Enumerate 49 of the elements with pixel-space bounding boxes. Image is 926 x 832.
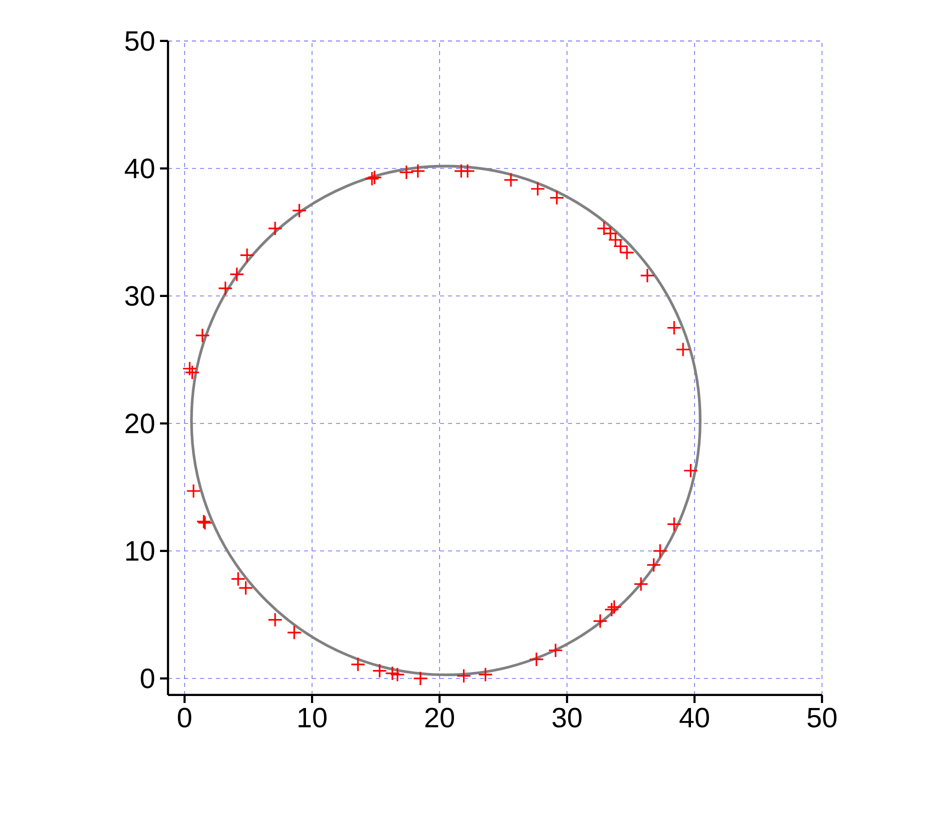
point bbox=[528, 652, 544, 667]
point bbox=[268, 612, 283, 628]
point bbox=[350, 656, 366, 672]
point bbox=[683, 463, 698, 478]
point bbox=[646, 557, 662, 572]
point bbox=[286, 625, 302, 640]
x-tick-label: 10 bbox=[298, 708, 327, 728]
point bbox=[666, 320, 682, 336]
point bbox=[548, 642, 564, 658]
point bbox=[229, 266, 244, 282]
x-tick-label: 20 bbox=[425, 708, 454, 728]
y-tick-label: 0 bbox=[140, 668, 154, 688]
point bbox=[503, 172, 518, 188]
point bbox=[652, 543, 668, 558]
x-tick-label: 30 bbox=[552, 708, 582, 728]
point bbox=[184, 364, 200, 380]
point bbox=[268, 220, 283, 236]
point bbox=[478, 667, 493, 682]
y-tick-label: 10 bbox=[126, 541, 154, 561]
point bbox=[292, 203, 307, 218]
point bbox=[182, 361, 198, 376]
point bbox=[240, 248, 255, 263]
point bbox=[549, 190, 564, 206]
point bbox=[606, 600, 622, 614]
point bbox=[384, 666, 400, 681]
point bbox=[604, 602, 620, 618]
point bbox=[676, 342, 691, 357]
point bbox=[530, 181, 546, 196]
x-tick-label: 40 bbox=[680, 708, 709, 728]
y-tick-label: 40 bbox=[124, 158, 154, 178]
point bbox=[186, 484, 201, 498]
point bbox=[218, 280, 233, 296]
point bbox=[410, 164, 426, 178]
x-tick-label: 50 bbox=[808, 708, 836, 728]
point bbox=[592, 614, 608, 629]
point bbox=[666, 516, 682, 532]
y-tick-label: 30 bbox=[125, 286, 154, 306]
point bbox=[640, 268, 655, 284]
x-tick-label: 0 bbox=[178, 708, 192, 728]
point bbox=[390, 667, 405, 682]
point bbox=[398, 164, 414, 180]
point bbox=[460, 164, 476, 178]
point bbox=[194, 328, 210, 343]
point bbox=[634, 576, 648, 592]
point bbox=[456, 668, 472, 684]
y-tick-label: 20 bbox=[126, 414, 154, 434]
point bbox=[372, 663, 388, 678]
y-tick-label: 50 bbox=[125, 31, 154, 51]
point bbox=[412, 670, 428, 686]
